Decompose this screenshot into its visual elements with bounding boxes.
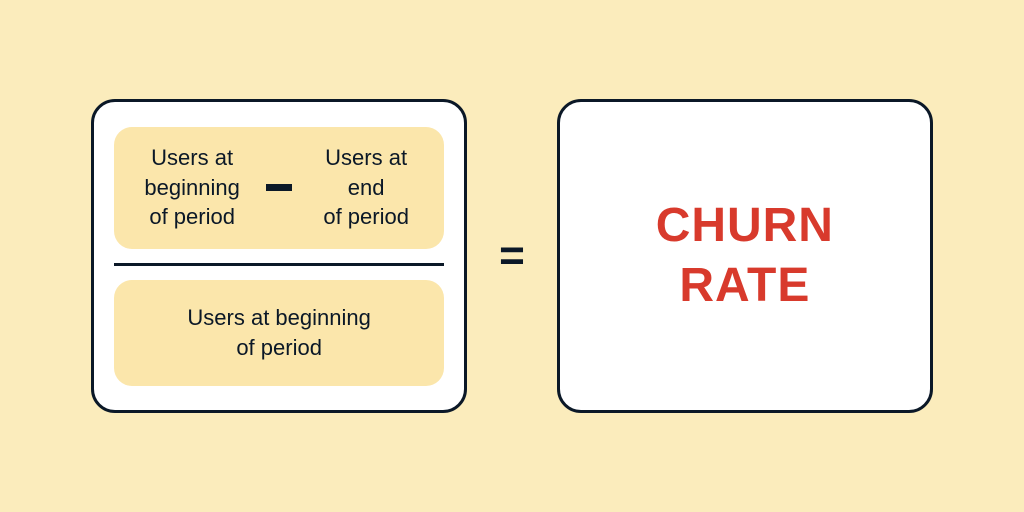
numerator-right-term: Users at end of period [306,143,426,232]
formula-card: Users at beginning of period Users at en… [91,99,467,413]
denominator-term: Users at beginning of period [187,303,370,362]
minus-icon [266,184,292,191]
equals-sign: = [499,231,525,281]
result-card: CHURN RATE [557,99,933,413]
fraction-bar [114,263,444,266]
numerator-left-term: Users at beginning of period [132,143,252,232]
denominator-pill: Users at beginning of period [114,280,444,386]
result-label: CHURN RATE [656,196,834,316]
numerator-pill: Users at beginning of period Users at en… [114,127,444,249]
